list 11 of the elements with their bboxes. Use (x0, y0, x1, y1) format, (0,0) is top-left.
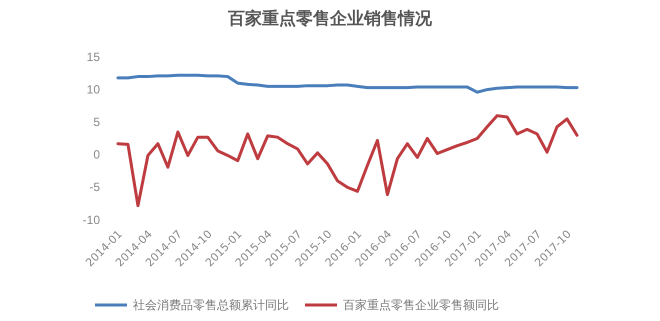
line-series (116, 74, 578, 94)
y-tick-label: 10 (86, 82, 100, 96)
y-tick-label: 15 (86, 50, 100, 64)
legend-label: 百家重点零售企业零售额同比 (343, 298, 499, 312)
y-tick-label: 5 (93, 115, 100, 130)
chart-title: 百家重点零售企业销售情况 (227, 9, 433, 29)
y-tick-label: -5 (89, 180, 100, 194)
y-tick-label: 0 (93, 148, 100, 162)
legend-label: 社会消费品零售总额累计同比 (133, 298, 289, 312)
y-tick-label: -10 (82, 212, 100, 227)
line-series (116, 114, 578, 208)
